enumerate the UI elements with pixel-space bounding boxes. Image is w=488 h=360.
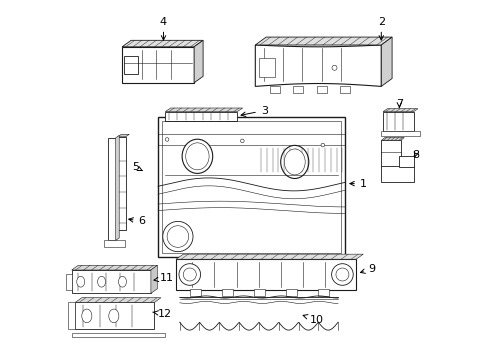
Circle shape <box>167 226 188 247</box>
Bar <box>72 270 151 293</box>
Bar <box>317 289 328 296</box>
Ellipse shape <box>81 309 92 323</box>
Polygon shape <box>381 131 419 136</box>
Text: 6: 6 <box>128 216 145 226</box>
Ellipse shape <box>118 276 126 287</box>
Ellipse shape <box>280 145 308 179</box>
Ellipse shape <box>185 143 209 170</box>
Circle shape <box>335 268 348 281</box>
Polygon shape <box>104 240 124 247</box>
Text: 9: 9 <box>360 264 375 274</box>
Circle shape <box>183 268 196 281</box>
Polygon shape <box>381 138 404 140</box>
Bar <box>123 56 138 74</box>
Circle shape <box>163 221 193 252</box>
Bar <box>339 86 349 93</box>
Bar <box>75 302 154 329</box>
Bar <box>316 86 326 93</box>
Text: 8: 8 <box>411 150 418 160</box>
Text: 3: 3 <box>241 105 267 117</box>
Ellipse shape <box>98 276 105 287</box>
Bar <box>222 289 233 296</box>
Circle shape <box>179 264 200 285</box>
Polygon shape <box>382 109 417 112</box>
Bar <box>254 289 264 296</box>
Circle shape <box>331 65 336 70</box>
Text: 10: 10 <box>303 315 323 325</box>
Bar <box>269 86 279 93</box>
Bar <box>381 166 413 182</box>
Bar <box>285 289 296 296</box>
Polygon shape <box>72 265 157 270</box>
Bar <box>118 137 125 230</box>
Bar <box>176 259 355 290</box>
Bar <box>107 138 115 240</box>
Polygon shape <box>122 47 194 83</box>
Ellipse shape <box>284 149 305 175</box>
Circle shape <box>240 139 244 143</box>
Ellipse shape <box>182 139 212 174</box>
Polygon shape <box>255 45 381 86</box>
Text: 4: 4 <box>160 17 167 40</box>
Polygon shape <box>194 40 203 83</box>
Bar <box>165 112 237 121</box>
Polygon shape <box>66 274 72 290</box>
Bar <box>382 112 413 131</box>
Polygon shape <box>122 40 203 47</box>
Ellipse shape <box>77 276 84 287</box>
Polygon shape <box>381 37 391 86</box>
Polygon shape <box>151 265 157 293</box>
Text: 1: 1 <box>349 179 366 189</box>
Bar <box>158 117 345 257</box>
Polygon shape <box>165 108 242 112</box>
Polygon shape <box>68 302 75 329</box>
Bar <box>162 121 340 253</box>
Text: 11: 11 <box>154 273 174 283</box>
Polygon shape <box>115 135 119 240</box>
Text: 7: 7 <box>395 99 402 109</box>
Polygon shape <box>176 254 363 259</box>
Polygon shape <box>118 134 129 137</box>
Circle shape <box>331 264 352 285</box>
Text: 2: 2 <box>377 17 384 40</box>
Circle shape <box>321 143 324 147</box>
Bar <box>190 289 201 296</box>
Polygon shape <box>72 333 164 337</box>
Text: 12: 12 <box>152 309 172 319</box>
Polygon shape <box>75 298 161 302</box>
Bar <box>381 140 400 167</box>
Ellipse shape <box>108 309 119 323</box>
Polygon shape <box>255 37 391 45</box>
Bar <box>258 58 275 77</box>
Bar <box>398 156 413 167</box>
Text: 5: 5 <box>132 162 142 172</box>
Circle shape <box>165 138 168 141</box>
Bar <box>292 86 303 93</box>
